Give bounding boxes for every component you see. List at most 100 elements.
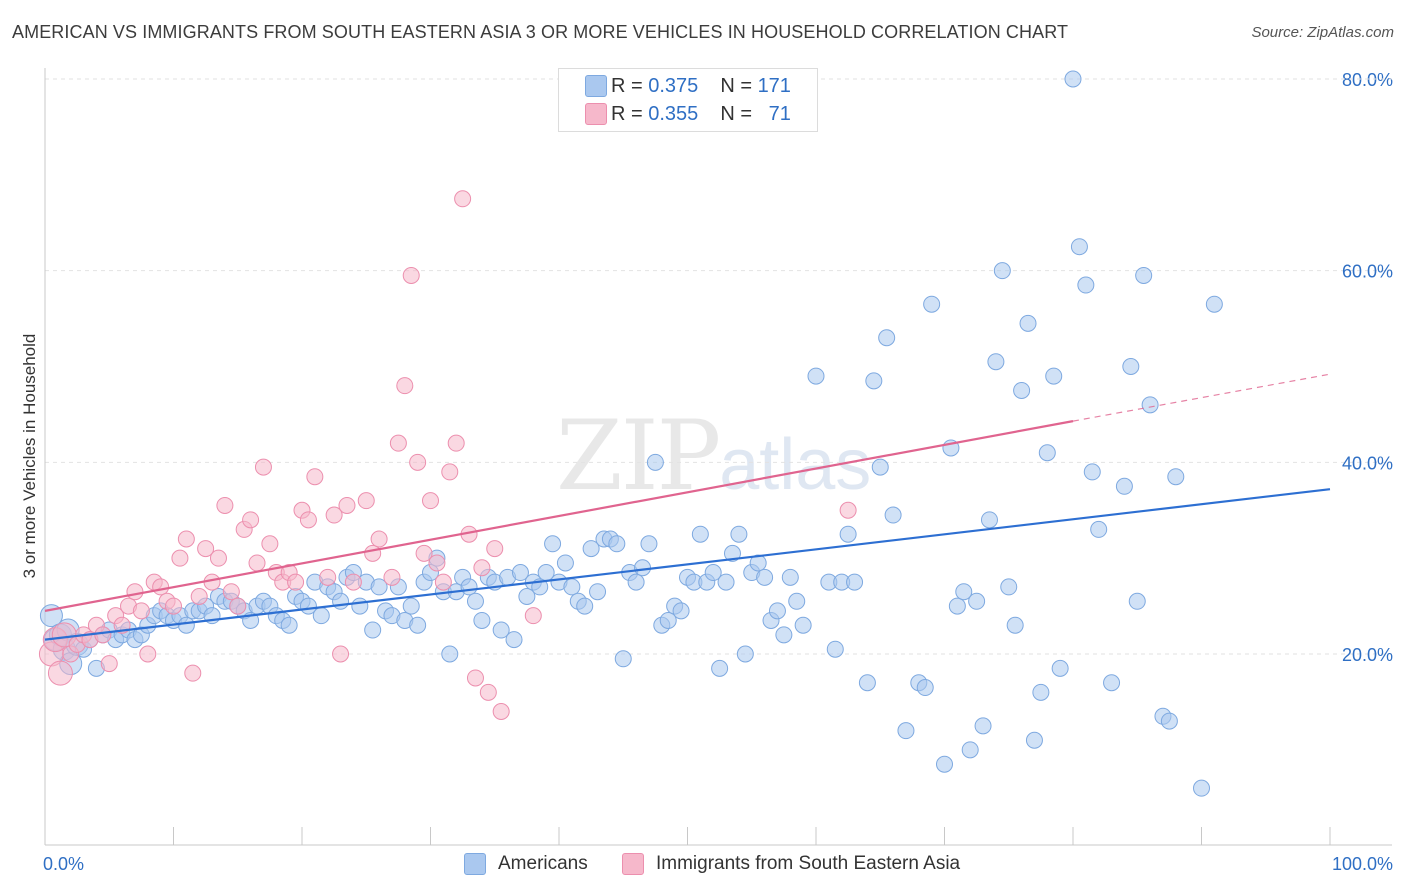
data-point-americans	[807, 367, 825, 385]
data-point-immigrants	[325, 506, 343, 524]
watermark: ZIPatlas	[556, 400, 871, 512]
data-point-americans	[370, 578, 388, 596]
bottom-legend-immigrants: Immigrants from South Eastern Asia	[622, 850, 960, 878]
data-point-americans	[608, 535, 626, 553]
data-point-americans	[1141, 396, 1159, 414]
data-point-americans	[672, 602, 690, 620]
data-point-immigrants	[319, 568, 337, 586]
data-point-immigrants	[524, 607, 542, 625]
data-point-americans	[518, 588, 536, 605]
data-point-americans	[1205, 295, 1223, 313]
data-point-americans	[781, 568, 799, 586]
data-point-immigrants	[473, 559, 491, 577]
data-point-americans	[923, 295, 941, 313]
data-point-americans	[846, 573, 864, 591]
data-point-immigrants	[152, 578, 170, 596]
data-point-americans	[691, 525, 709, 543]
bottom-legend-swatch-americans	[464, 853, 486, 875]
data-point-americans	[1045, 367, 1063, 385]
data-point-americans	[878, 329, 896, 347]
data-point-americans	[717, 573, 735, 591]
data-point-americans	[402, 597, 420, 615]
data-point-americans	[961, 741, 979, 759]
data-point-americans	[473, 611, 491, 629]
y-tick-label: 40.0%	[1342, 453, 1393, 473]
legend-swatch-immigrants	[585, 103, 607, 125]
data-point-americans	[936, 755, 953, 773]
data-point-immigrants	[441, 463, 459, 481]
data-point-americans	[1000, 578, 1018, 596]
data-point-americans	[1038, 444, 1056, 462]
data-point-immigrants	[126, 583, 144, 601]
data-point-immigrants	[47, 660, 73, 686]
data-point-americans	[1019, 314, 1037, 332]
data-point-americans	[884, 506, 902, 524]
legend-swatch-americans	[585, 75, 607, 97]
data-point-immigrants	[454, 190, 472, 208]
x-tick-label: 0.0%	[43, 854, 84, 874]
data-point-americans	[826, 640, 844, 658]
data-point-americans	[865, 372, 883, 390]
legend-n-label: N =	[720, 74, 752, 97]
data-point-americans	[730, 525, 748, 543]
data-point-americans	[788, 592, 806, 610]
data-point-americans	[1115, 477, 1133, 495]
data-point-americans	[640, 535, 658, 553]
data-point-immigrants	[434, 573, 452, 591]
data-point-americans	[1160, 712, 1178, 730]
data-point-immigrants	[254, 458, 272, 476]
data-point-immigrants	[466, 669, 484, 687]
data-point-immigrants	[332, 645, 350, 663]
legend-box: R = 0.375 N = 171 R = 0.355 N = 71	[558, 68, 818, 132]
data-point-immigrants	[229, 597, 247, 615]
bottom-legend-label-immigrants: Immigrants from South Eastern Asia	[656, 853, 961, 874]
trend-line-extension-immigrants	[1072, 373, 1331, 422]
data-point-americans	[968, 592, 986, 610]
legend-row-immigrants: R = 0.355 N = 71	[585, 102, 791, 126]
data-point-americans	[768, 602, 786, 620]
data-point-immigrants	[216, 496, 234, 514]
data-point-americans	[723, 544, 741, 562]
legend-r-label: R =	[611, 74, 643, 97]
bottom-legend-label-americans: Americans	[498, 853, 588, 874]
data-point-americans	[659, 611, 677, 629]
legend-r-label: R =	[611, 102, 643, 125]
data-point-americans	[589, 583, 607, 601]
data-point-americans	[794, 616, 812, 634]
data-point-americans	[871, 458, 889, 476]
data-point-immigrants	[364, 544, 382, 562]
data-point-immigrants	[94, 626, 112, 644]
data-point-immigrants	[396, 377, 414, 395]
data-point-immigrants	[190, 588, 208, 605]
data-point-americans	[916, 679, 934, 697]
data-point-americans	[505, 631, 523, 649]
data-point-americans	[1135, 266, 1153, 284]
legend-r-value: 0.375	[648, 74, 699, 97]
data-point-americans	[1006, 616, 1024, 634]
trend-line-immigrants	[44, 420, 1074, 612]
data-point-americans	[332, 592, 350, 610]
data-point-americans	[1122, 358, 1140, 375]
data-point-americans	[993, 262, 1011, 280]
data-point-immigrants	[492, 703, 510, 720]
data-point-americans	[704, 564, 722, 582]
data-point-americans	[1032, 683, 1050, 701]
data-point-immigrants	[100, 655, 118, 673]
legend-r-value: 0.355	[648, 102, 699, 125]
y-tick-label: 60.0%	[1342, 262, 1393, 282]
data-point-immigrants	[415, 544, 433, 562]
data-point-americans	[1013, 381, 1031, 399]
data-point-immigrants	[479, 683, 497, 701]
data-point-immigrants	[409, 453, 427, 471]
data-point-immigrants	[287, 573, 305, 591]
data-point-americans	[563, 578, 581, 596]
data-point-americans	[582, 540, 600, 558]
y-tick-label: 20.0%	[1342, 645, 1393, 665]
data-point-americans	[441, 645, 459, 663]
data-point-immigrants	[248, 554, 266, 572]
data-point-americans	[1193, 779, 1210, 797]
data-point-americans	[1128, 592, 1146, 610]
data-point-americans	[1167, 468, 1185, 486]
source-credit: Source: ZipAtlas.com	[1251, 24, 1394, 41]
